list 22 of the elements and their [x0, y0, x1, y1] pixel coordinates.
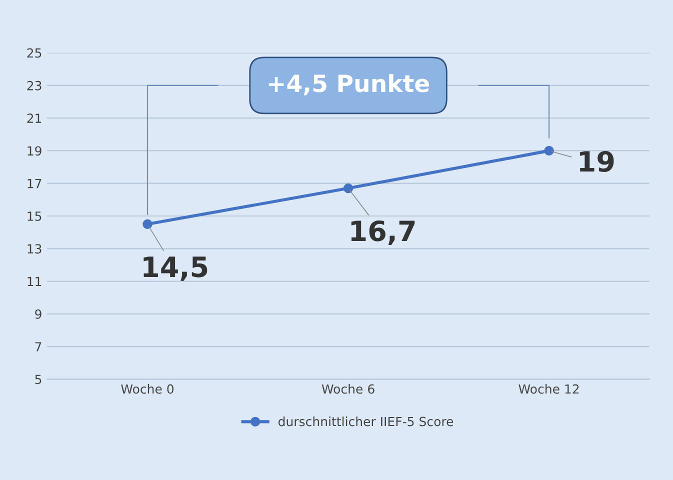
point — [544, 146, 554, 156]
y-tick-label: 19 — [28, 146, 42, 156]
y-tick-label: 23 — [27, 80, 42, 90]
y-tick-label: 17 — [28, 178, 42, 188]
y-tick-label: 11 — [28, 276, 42, 286]
legend-label: durschnittlicher IIEF-5 Score — [278, 416, 454, 426]
x-tick-label: Woche 12 — [518, 384, 579, 394]
y-tick-label: 15 — [28, 212, 42, 221]
data-label: 19 — [580, 150, 614, 172]
y-tick-label: 25 — [27, 48, 42, 58]
y-tick-label: 7 — [35, 342, 42, 352]
x-tick-label: Woche 0 — [121, 384, 174, 394]
y-tick-label: 13 — [28, 244, 42, 254]
y-tick-label: 21 — [27, 114, 42, 123]
x-tick-label: Woche 6 — [322, 384, 374, 394]
y-tick-label: 9 — [35, 309, 42, 319]
annotation: +4,5 Punkte — [268, 74, 430, 96]
point — [142, 219, 152, 230]
point — [343, 183, 354, 194]
data-label: 16,7 — [351, 220, 415, 245]
data-label: 14,5 — [144, 256, 208, 281]
y-tick-label: 5 — [35, 374, 42, 384]
